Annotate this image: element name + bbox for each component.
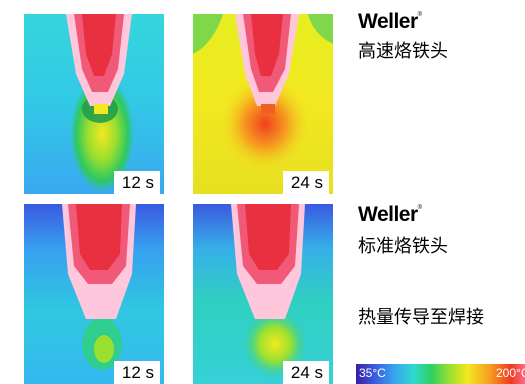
- thermal-image-fast-tip-24s: 24 s: [193, 14, 333, 194]
- scale-max-label: 200°C: [496, 366, 525, 380]
- scale-min-label: 35°C: [359, 366, 386, 380]
- caption-standard-tip: 标准烙铁头: [358, 236, 448, 257]
- weller-logo: Weller®: [358, 203, 422, 226]
- weller-logo: Weller®: [358, 10, 422, 33]
- thermal-image-standard-tip-24s: 24 s: [193, 204, 333, 384]
- temperature-scale: 35°C 200°C: [356, 364, 525, 384]
- thermal-image-fast-tip-12s: 12 s: [24, 14, 164, 194]
- caption-heat-transfer: 热量传导至焊接: [358, 307, 484, 328]
- time-label: 24 s: [282, 361, 329, 384]
- heat-glow: [220, 76, 310, 172]
- time-label: 24 s: [282, 171, 329, 194]
- time-label: 12 s: [113, 171, 160, 194]
- caption-fast-tip: 高速烙铁头: [358, 41, 448, 62]
- time-label: 12 s: [113, 361, 160, 384]
- thermal-image-standard-tip-12s: 12 s: [24, 204, 164, 384]
